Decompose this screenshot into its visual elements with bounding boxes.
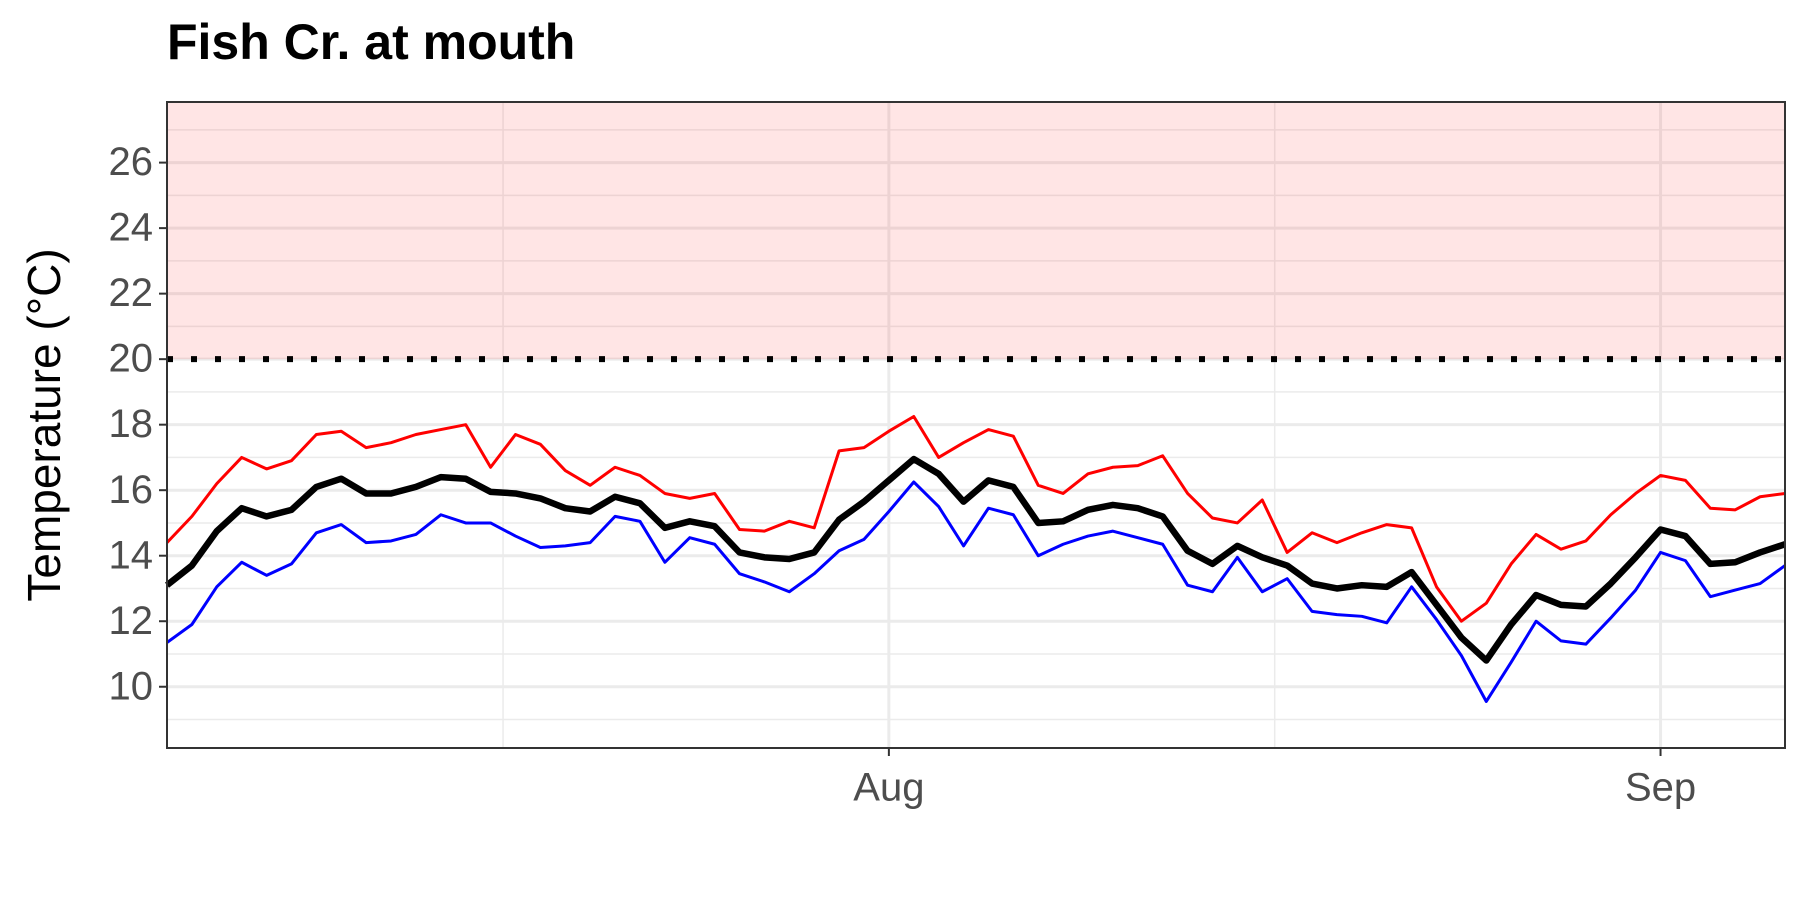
y-tick-label: 10 (109, 664, 154, 708)
x-tick-label: Aug (853, 766, 924, 810)
y-tick-label: 20 (109, 337, 154, 381)
series-line (164, 455, 1787, 664)
y-tick-label: 26 (109, 140, 154, 184)
y-tick-label: 16 (109, 468, 154, 512)
y-tick-label: 12 (109, 599, 154, 643)
y-tick-label: 24 (109, 206, 154, 250)
plot-border (166, 101, 1786, 749)
y-tick-label: 14 (109, 533, 154, 577)
chart-title: Fish Cr. at mouth (167, 14, 575, 70)
y-tick-label: 22 (109, 271, 154, 315)
threshold-band (167, 102, 1785, 360)
y-tick-label: 18 (109, 402, 154, 446)
x-tick-label: Sep (1625, 766, 1696, 810)
series-line (165, 414, 1786, 623)
y-axis-label: Temperature (°C) (18, 248, 70, 601)
series-line (166, 480, 1786, 703)
